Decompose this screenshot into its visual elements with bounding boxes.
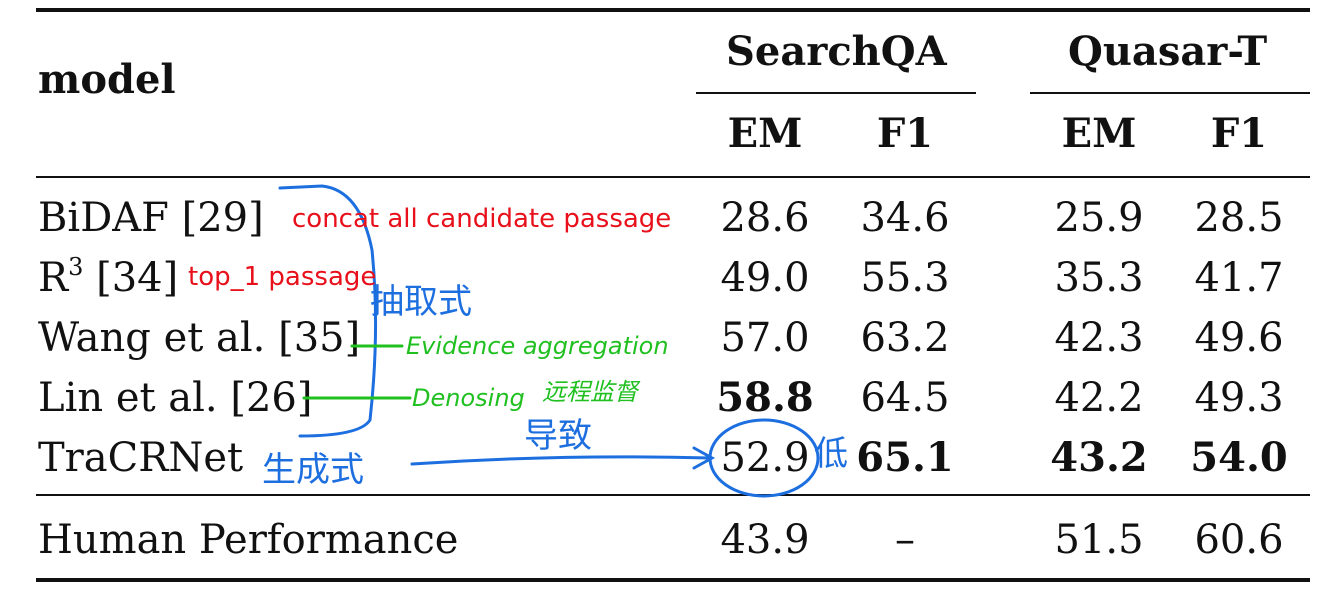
cell-value: 28.6 bbox=[720, 195, 810, 241]
annotation-low: 低 bbox=[814, 434, 848, 474]
cell-value: 42.3 bbox=[1054, 315, 1144, 361]
model-name-citation: [34] bbox=[83, 255, 179, 301]
cell-value: 28.5 bbox=[1194, 195, 1284, 241]
cell-value: 51.5 bbox=[1054, 517, 1144, 563]
row-model-tracrnet: TraCRNet bbox=[38, 435, 244, 481]
cell-value: 55.3 bbox=[860, 255, 950, 301]
quasart-em-header: EM bbox=[1061, 110, 1137, 157]
row-model-bidaf: BiDAF [29] bbox=[38, 195, 264, 241]
cell-value: 25.9 bbox=[1054, 195, 1144, 241]
annotation-concat-passage: concat all candidate passage bbox=[292, 204, 672, 234]
cell-value: 43.9 bbox=[720, 517, 810, 563]
top-rule bbox=[36, 8, 1310, 12]
cell-value-best: 43.2 bbox=[1050, 434, 1148, 481]
cell-value-best: 65.1 bbox=[856, 434, 954, 481]
searchqa-f1-header: F1 bbox=[876, 110, 934, 157]
row-model-r3: R3 [34] bbox=[38, 254, 178, 302]
cell-value: 52.9 bbox=[720, 435, 810, 481]
model-column-header: model bbox=[38, 56, 176, 103]
cell-value: 57.0 bbox=[720, 315, 810, 361]
cell-value: 63.2 bbox=[860, 315, 950, 361]
cell-value: 34.6 bbox=[860, 195, 950, 241]
cell-value: 64.5 bbox=[860, 375, 950, 421]
human-separator-rule bbox=[36, 494, 1310, 496]
model-name-superscript: 3 bbox=[68, 253, 84, 281]
cell-value: 41.7 bbox=[1194, 255, 1284, 301]
quasart-cmidrule bbox=[1030, 92, 1310, 94]
model-name-base: R bbox=[38, 255, 69, 301]
cell-value: 49.0 bbox=[720, 255, 810, 301]
annotation-distant-supervision: 远程监督 bbox=[542, 378, 638, 406]
cell-value: 49.6 bbox=[1194, 315, 1284, 361]
cell-value-best: 54.0 bbox=[1190, 434, 1288, 481]
cell-value: 35.3 bbox=[1054, 255, 1144, 301]
cell-value: 60.6 bbox=[1194, 517, 1284, 563]
annotation-leads-to: 导致 bbox=[524, 416, 592, 456]
searchqa-cmidrule bbox=[696, 92, 976, 94]
annotation-top1-passage: top_1 passage bbox=[188, 262, 377, 292]
row-model-human: Human Performance bbox=[38, 517, 459, 563]
searchqa-group-header: SearchQA bbox=[726, 28, 947, 75]
quasart-f1-header: F1 bbox=[1210, 110, 1268, 157]
header-rule bbox=[36, 176, 1310, 178]
bottom-rule bbox=[36, 578, 1310, 582]
row-model-wang: Wang et al. [35] bbox=[38, 315, 361, 361]
annotation-extractive: 抽取式 bbox=[370, 282, 472, 322]
cell-value: 49.3 bbox=[1194, 375, 1284, 421]
searchqa-em-header: EM bbox=[727, 110, 803, 157]
annotation-denosing: Denosing bbox=[412, 384, 525, 412]
annotation-generative: 生成式 bbox=[262, 450, 364, 490]
cell-value-best: 58.8 bbox=[716, 374, 814, 421]
annotation-evidence-aggregation: Evidence aggregation bbox=[406, 332, 669, 360]
row-model-lin: Lin et al. [26] bbox=[38, 375, 313, 421]
cell-value: – bbox=[895, 517, 915, 563]
quasart-group-header: Quasar-T bbox=[1068, 28, 1268, 75]
cell-value: 42.2 bbox=[1054, 375, 1144, 421]
